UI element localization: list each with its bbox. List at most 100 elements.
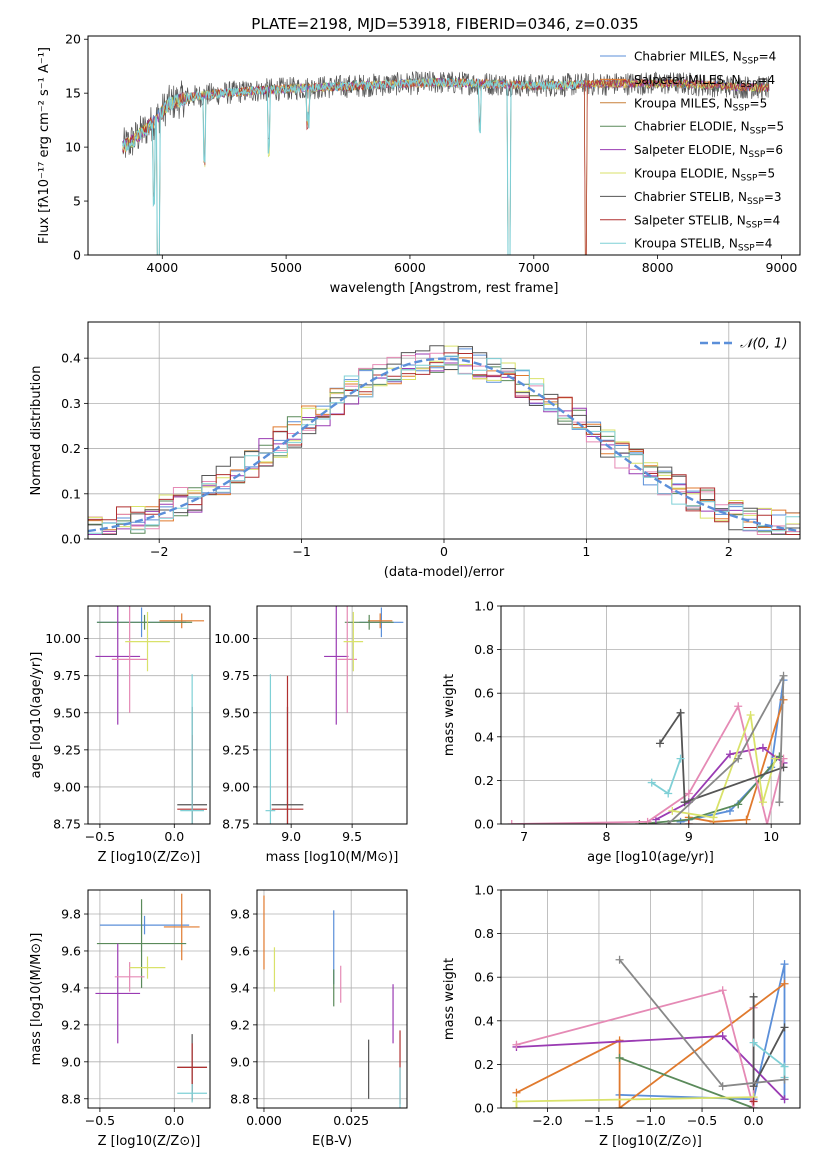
- axes-frame: 7 8 9 10 0.0 0.2 0.4 0.6 0.8 1.0 age [log10(age/yr…: [442, 599, 801, 865]
- spectrum-series-line: [122, 77, 769, 151]
- errorbar-point: [271, 675, 304, 824]
- weight-marker: [749, 1038, 758, 1047]
- grid: [88, 890, 210, 1108]
- x-tick-label: −0.5: [687, 1113, 717, 1128]
- legend: Chabrier MILES, NSSP=4 Salpeter MILES, NS…: [600, 50, 784, 254]
- y-tick-label: 20: [65, 32, 81, 47]
- x-axis-label: age [log10(age/yr)]: [587, 850, 714, 865]
- axes-frame: −2 −1 0 1 2 0.0 0.1 0.2 0.3 0.4 (data-model)/error…: [29, 321, 801, 580]
- weight-marker: [655, 739, 664, 748]
- spectrum-series-line: [122, 77, 769, 153]
- axes-frame: −2.0 −1.5 −1.0 −0.5 0.0 0.0 0.2 0.4 0.6 0.8 1.0 Z […: [442, 883, 801, 1149]
- plot-area: [265, 606, 404, 824]
- x-tick-label: −2.0: [532, 1113, 562, 1128]
- figure-title: PLATE=2198, MJD=53918, FIBERID=0346, z=0…: [251, 15, 638, 33]
- axes-frame: 9.0 9.5 8.75 9.00 9.25 9.50 9.75 10.00 mass [log…: [214, 605, 408, 865]
- legend-label: Salpeter ELODIE, NSSP=6: [634, 143, 783, 160]
- panel-weight_vs_age: 7 8 9 10 0.0 0.2 0.4 0.6 0.8 1.0 age [log10(age/yr…: [442, 599, 801, 865]
- weight-series-line: [511, 703, 785, 824]
- y-tick-label: 0.4: [61, 351, 81, 366]
- y-tick-label: 0.3: [61, 396, 81, 411]
- weight-marker: [758, 743, 767, 752]
- errorbar-point: [95, 943, 141, 1044]
- weight-marker: [676, 754, 685, 763]
- weight-marker: [780, 979, 789, 988]
- plot-area: [122, 70, 770, 255]
- legend-label: Kroupa ELODIE, NSSP=5: [634, 167, 775, 184]
- legend-label: Salpeter MILES, NSSP=4: [634, 73, 775, 90]
- x-tick-label: 0: [440, 544, 448, 559]
- x-axis-label: Z [log10(Z/Z⊙)]: [98, 850, 201, 865]
- y-tick-label: 9.6: [61, 943, 81, 958]
- errorbar-point: [96, 899, 187, 988]
- y-axis-label: mass weight: [442, 674, 457, 756]
- weight-marker: [718, 986, 727, 995]
- weight-series-line: [659, 710, 784, 804]
- x-tick-label: −2: [150, 544, 168, 559]
- plot-area: [95, 893, 208, 1103]
- weight-marker: [734, 702, 743, 711]
- weight-marker: [718, 1032, 727, 1041]
- x-tick-label: 0.0: [164, 829, 184, 844]
- y-tick-label: 9.4: [230, 980, 250, 995]
- weight-marker: [779, 671, 788, 680]
- weight-series-line: [655, 746, 785, 821]
- weight-marker: [680, 798, 689, 807]
- weight-marker: [771, 754, 780, 763]
- y-axis-label: mass weight: [442, 958, 457, 1040]
- y-tick-label: 9.50: [53, 705, 81, 720]
- weight-marker: [749, 992, 758, 1001]
- x-tick-label: 9.0: [281, 829, 301, 844]
- y-tick-label: 8.8: [61, 1091, 81, 1106]
- panel-mass_vs_Z: −0.5 0.0 8.8 9.0 9.2 9.4 9.6 9.8 Z [log10(Z/Z⊙)]…: [29, 889, 211, 1149]
- x-axis-label: wavelength [Angstrom, rest frame]: [330, 281, 559, 296]
- weight-marker: [507, 820, 516, 824]
- legend-label: Kroupa MILES, NSSP=5: [634, 96, 767, 113]
- axes-border: [500, 605, 801, 825]
- y-tick-label: 0.8: [474, 642, 494, 657]
- x-tick-label: −0.5: [85, 1113, 115, 1128]
- axes-border: [87, 889, 211, 1109]
- y-tick-label: 9.2: [230, 1017, 250, 1032]
- y-tick-label: 8.75: [222, 817, 250, 832]
- x-tick-label: 7000: [518, 260, 550, 275]
- weight-series-line: [516, 982, 786, 1108]
- weight-marker: [684, 820, 693, 824]
- y-tick-label: 9.8: [61, 907, 81, 922]
- weight-marker: [643, 817, 652, 824]
- weight-marker: [725, 750, 734, 759]
- weight-marker: [718, 1082, 727, 1091]
- y-tick-label: 9.8: [230, 907, 250, 922]
- weight-marker: [615, 1053, 624, 1062]
- weight-series-line: [619, 1057, 754, 1108]
- y-tick-label: 0.4: [474, 729, 494, 744]
- panel-age_vs_mass: 9.0 9.5 8.75 9.00 9.25 9.50 9.75 10.00 mass [log…: [214, 605, 408, 865]
- weight-marker: [746, 711, 755, 719]
- weight-series-line: [667, 675, 785, 824]
- errorbar-point: [177, 1083, 208, 1103]
- errorbar-point: [343, 611, 364, 672]
- y-tick-label: 0: [73, 248, 81, 263]
- x-tick-label: −1: [292, 544, 310, 559]
- y-tick-label: 0.2: [474, 1057, 494, 1072]
- weight-marker: [668, 806, 677, 815]
- y-axis-label: Flux [fλ10⁻¹⁷ erg cm⁻² s⁻¹ A⁻¹]: [37, 47, 52, 244]
- plot-area: [88, 345, 800, 535]
- x-axis-label: Z [log10(Z/Z⊙)]: [599, 1134, 702, 1149]
- errorbar-point: [114, 962, 145, 992]
- weight-marker: [780, 1062, 789, 1071]
- errorbar-point: [265, 674, 276, 824]
- legend-label: Salpeter STELIB, NSSP=4: [634, 213, 780, 230]
- x-tick-label: 9: [685, 829, 693, 844]
- y-axis-label: age [log10(age/yr)]: [29, 652, 44, 779]
- weight-series-line: [639, 755, 781, 824]
- weight-marker: [780, 960, 789, 969]
- x-tick-label: 4000: [146, 260, 178, 275]
- weight-marker: [684, 789, 693, 798]
- y-tick-label: 8.75: [53, 817, 81, 832]
- y-tick-label: 10.00: [45, 631, 81, 646]
- y-tick-label: 9.6: [230, 943, 250, 958]
- y-tick-label: 0.0: [474, 1101, 494, 1116]
- legend-label: Chabrier ELODIE, NSSP=5: [634, 120, 784, 137]
